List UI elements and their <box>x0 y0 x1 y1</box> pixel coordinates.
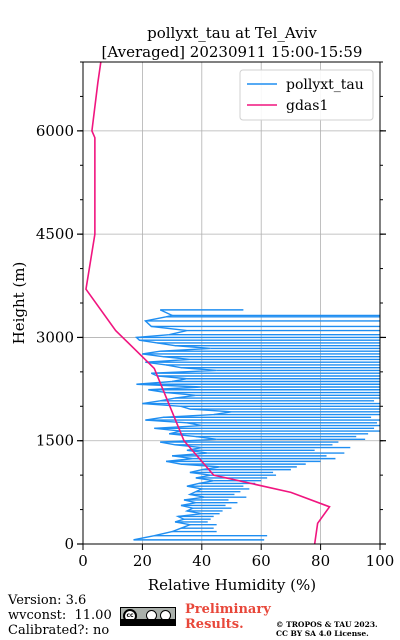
cc-license-icon: cc <box>120 607 176 626</box>
y-axis-label: Height (m) <box>10 262 28 345</box>
version-value: 3.6 <box>65 593 87 608</box>
calibrated-value: no <box>93 623 110 638</box>
y-tick-label: 0 <box>64 535 74 553</box>
axis-ticks: 0 20 40 60 80 100 0 1500 3000 4500 6000 <box>36 61 395 570</box>
preliminary-notice: Preliminary Results. <box>185 602 271 632</box>
y-tick-label: 1500 <box>36 432 74 450</box>
calibrated-label: Calibrated?: <box>8 623 89 638</box>
plot-area <box>85 62 380 544</box>
calibrated-line: Calibrated?: no <box>8 623 109 638</box>
chart-title: pollyxt_tau at Tel_Aviv <box>147 24 317 42</box>
y-tick-label: 4500 <box>36 225 74 243</box>
x-tick-label: 100 <box>366 552 395 570</box>
preliminary-line-1: Preliminary <box>185 602 271 617</box>
wvconst-label: wvconst: <box>8 608 67 623</box>
y-tick-label: 6000 <box>36 122 74 140</box>
chart-subtitle: [Averaged] 20230911 15:00-15:59 <box>102 43 363 61</box>
legend: pollyxt_tau gdas1 <box>239 69 374 121</box>
version-label: Version: <box>8 593 62 608</box>
x-axis-label: Relative Humidity (%) <box>148 576 316 594</box>
legend-label-gdas1: gdas1 <box>286 98 328 114</box>
y-tick-label: 3000 <box>36 328 74 346</box>
gdas1-line <box>85 62 331 544</box>
legend-box <box>239 69 374 121</box>
copyright-notice: © TROPOS & TAU 2023. CC BY SA 4.0 Licens… <box>276 620 378 638</box>
preliminary-line-2: Results. <box>185 617 244 632</box>
copyright-line-2: CC BY SA 4.0 License. <box>276 629 369 638</box>
rh-profile-chart: pollyxt_tau at Tel_Aviv [Averaged] 20230… <box>10 24 395 594</box>
legend-label-pollyxt: pollyxt_tau <box>286 77 364 93</box>
version-line: Version: 3.6 <box>8 593 86 608</box>
x-tick-label: 0 <box>78 552 88 570</box>
series-group <box>85 62 380 544</box>
x-tick-label: 20 <box>133 552 152 570</box>
wvconst-line: wvconst: 11.00 <box>8 608 112 623</box>
x-tick-label: 60 <box>252 552 271 570</box>
wvconst-value: 11.00 <box>74 608 112 623</box>
x-tick-label: 40 <box>192 552 211 570</box>
copyright-line-1: © TROPOS & TAU 2023. <box>276 620 378 629</box>
x-tick-label: 80 <box>311 552 330 570</box>
